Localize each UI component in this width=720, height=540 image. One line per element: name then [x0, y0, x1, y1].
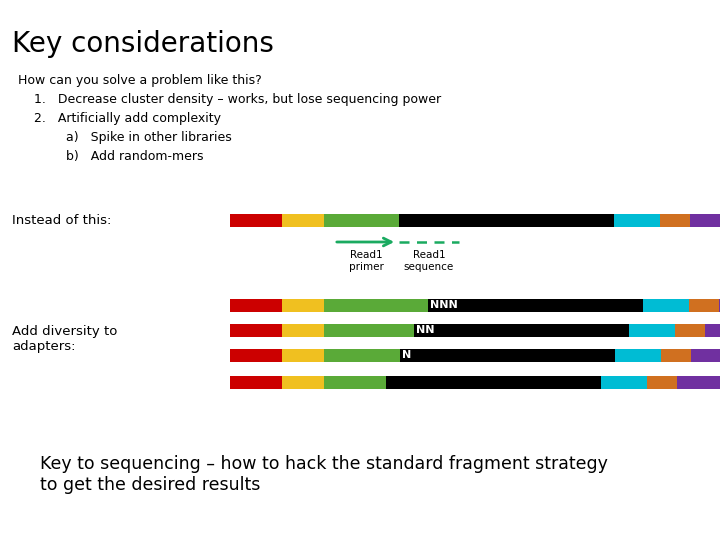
Bar [675, 323, 705, 336]
Bar [282, 323, 324, 336]
Bar [282, 375, 324, 388]
Bar [282, 299, 324, 312]
Bar [428, 299, 643, 312]
Text: Add diversity to
adapters:: Add diversity to adapters: [12, 325, 117, 353]
Text: a)   Spike in other libraries: a) Spike in other libraries [18, 131, 232, 144]
Text: Instead of this:: Instead of this: [12, 213, 112, 226]
Bar [324, 348, 400, 361]
Bar [230, 323, 282, 336]
Bar [282, 348, 324, 361]
Bar [601, 375, 647, 388]
Bar [677, 375, 720, 388]
Bar [400, 348, 615, 361]
Bar [661, 348, 691, 361]
Text: 1.   Decrease cluster density – works, but lose sequencing power: 1. Decrease cluster density – works, but… [18, 93, 441, 106]
Text: Key considerations: Key considerations [12, 30, 274, 58]
Bar [324, 213, 399, 226]
Bar [324, 375, 386, 388]
Text: Read1
primer: Read1 primer [349, 250, 384, 272]
Bar [660, 213, 690, 226]
Bar [399, 213, 614, 226]
Bar [705, 323, 720, 336]
Text: N: N [402, 350, 411, 360]
Bar [230, 375, 282, 388]
Bar [690, 213, 720, 226]
Bar [324, 323, 414, 336]
Text: NNN: NNN [430, 300, 458, 310]
Bar [230, 348, 282, 361]
Bar [615, 348, 661, 361]
Bar [719, 299, 720, 312]
Bar [691, 348, 720, 361]
Text: 2.   Artificially add complexity: 2. Artificially add complexity [18, 112, 221, 125]
Bar [230, 213, 282, 226]
Text: Read1
sequence: Read1 sequence [404, 250, 454, 272]
Text: Key to sequencing – how to hack the standard fragment strategy
to get the desire: Key to sequencing – how to hack the stan… [40, 455, 608, 494]
Bar [282, 213, 324, 226]
Bar [643, 299, 689, 312]
Bar [614, 213, 660, 226]
Bar [414, 323, 629, 336]
Bar [629, 323, 675, 336]
Bar [324, 299, 428, 312]
Text: NN: NN [416, 325, 434, 335]
Text: b)   Add random-mers: b) Add random-mers [18, 150, 204, 163]
Bar [647, 375, 677, 388]
Text: How can you solve a problem like this?: How can you solve a problem like this? [18, 74, 262, 87]
Bar [386, 375, 601, 388]
Bar [230, 299, 282, 312]
Bar [689, 299, 719, 312]
